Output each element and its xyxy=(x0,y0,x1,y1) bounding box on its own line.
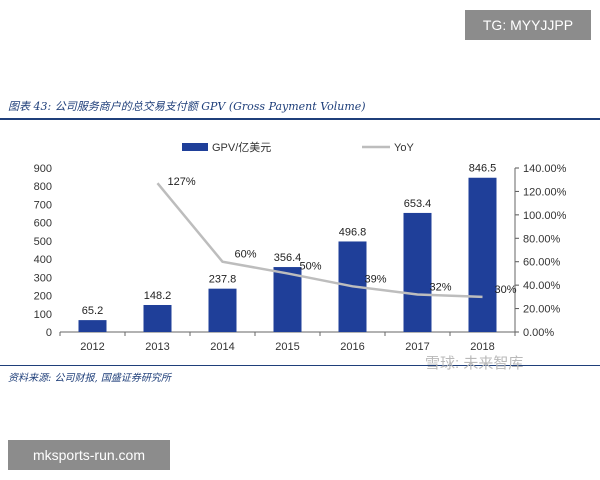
bar-2012 xyxy=(78,320,107,332)
figure-title: 图表 43: 公司服务商户的总交易支付额 GPV (Gross Payment … xyxy=(8,100,366,113)
source-rule xyxy=(0,365,600,366)
bar-2017 xyxy=(403,212,432,332)
site-tag: mksports-run.com xyxy=(8,440,170,470)
y-left-tick-label: 100 xyxy=(34,309,52,321)
y-right-tick-label: 100.00% xyxy=(523,210,567,222)
yoy-value-label: 30% xyxy=(495,284,517,296)
x-tick-label: 2015 xyxy=(275,341,299,353)
bar-value-label: 148.2 xyxy=(144,290,172,302)
y-left-tick-label: 600 xyxy=(34,218,52,230)
x-tick-label: 2013 xyxy=(145,341,169,353)
yoy-value-label: 60% xyxy=(235,249,257,261)
y-left-tick-label: 300 xyxy=(34,272,52,284)
title-rule xyxy=(0,118,600,120)
bar-value-label: 65.2 xyxy=(82,305,103,317)
bar-2013 xyxy=(143,304,172,332)
legend-line-label: YoY xyxy=(394,142,414,154)
bar-value-label: 496.8 xyxy=(339,226,367,238)
y-left-tick-label: 0 xyxy=(46,327,52,339)
y-left-tick-label: 400 xyxy=(34,254,52,266)
gpv-chart: 0 100 200 300 400 500 600 700 800 900 0.00% 20.00% 4… xyxy=(34,141,567,353)
y-left-tick-label: 500 xyxy=(34,236,52,248)
y-right-tick-label: 120.00% xyxy=(523,186,567,198)
header-tag: TG: MYYJJPP xyxy=(465,10,591,40)
y-left-tick-label: 800 xyxy=(34,181,52,193)
yoy-value-label: 32% xyxy=(430,282,452,294)
bar-2014 xyxy=(208,288,237,332)
y-right-tick-label: 140.00% xyxy=(523,163,567,175)
yoy-value-label: 39% xyxy=(365,273,387,285)
bar-value-label: 356.4 xyxy=(274,252,302,264)
x-tick-label: 2016 xyxy=(340,341,364,353)
bar-2018 xyxy=(468,177,497,332)
y-right-tick-label: 0.00% xyxy=(523,327,554,339)
yoy-line xyxy=(156,182,483,299)
y-right-tick-label: 80.00% xyxy=(523,233,561,245)
legend-bar-swatch xyxy=(182,143,208,151)
source-note: 资料来源: 公司财报, 国盛证券研究所 xyxy=(8,373,171,384)
y-right-tick-label: 60.00% xyxy=(523,257,561,269)
yoy-value-label: 50% xyxy=(300,260,322,272)
legend-bar-label: GPV/亿美元 xyxy=(212,141,271,154)
x-tick-label: 2012 xyxy=(80,341,104,353)
y-left-tick-label: 700 xyxy=(34,199,52,211)
bar-value-label: 237.8 xyxy=(209,274,237,286)
watermark: 雪球: 未来智库 xyxy=(425,355,524,372)
y-left-tick-label: 200 xyxy=(34,291,52,303)
yoy-value-label: 127% xyxy=(168,176,196,188)
bar-2015 xyxy=(273,267,302,332)
bar-value-label: 653.4 xyxy=(404,198,432,210)
bar-value-label: 846.5 xyxy=(469,163,497,175)
x-tick-label: 2018 xyxy=(470,341,494,353)
x-tick-label: 2017 xyxy=(405,341,429,353)
y-right-tick-label: 40.00% xyxy=(523,280,561,292)
y-right-tick-label: 20.00% xyxy=(523,304,561,316)
y-left-tick-label: 900 xyxy=(34,163,52,175)
x-tick-label: 2014 xyxy=(210,341,234,353)
